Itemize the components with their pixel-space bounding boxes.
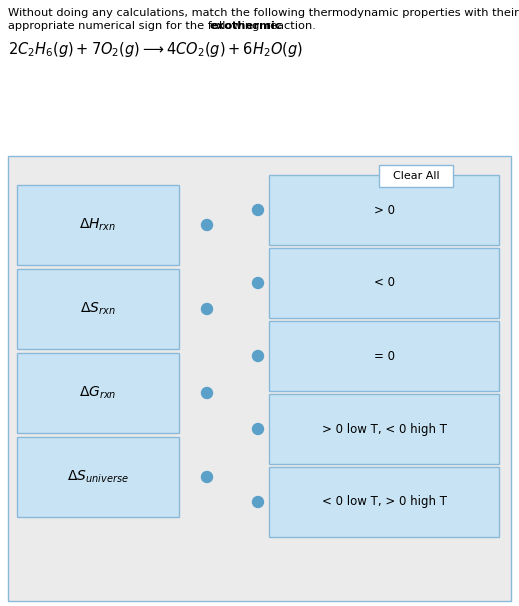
FancyBboxPatch shape — [17, 185, 179, 265]
Circle shape — [253, 204, 264, 216]
Text: < 0: < 0 — [374, 276, 394, 290]
FancyBboxPatch shape — [269, 321, 499, 391]
FancyBboxPatch shape — [17, 269, 179, 349]
Text: $\Delta G_{rxn}$: $\Delta G_{rxn}$ — [79, 385, 117, 401]
FancyBboxPatch shape — [8, 156, 511, 601]
Circle shape — [253, 350, 264, 362]
Text: $\Delta S_{rxn}$: $\Delta S_{rxn}$ — [80, 301, 116, 317]
Text: appropriate numerical sign for the following: appropriate numerical sign for the follo… — [8, 21, 263, 31]
Circle shape — [253, 496, 264, 507]
Circle shape — [201, 471, 212, 482]
Circle shape — [201, 304, 212, 315]
Text: $2C_2H_6(g) + 7O_2(g) \longrightarrow 4CO_2(g) + 6H_2O(g)$: $2C_2H_6(g) + 7O_2(g) \longrightarrow 4C… — [8, 40, 303, 59]
FancyBboxPatch shape — [17, 353, 179, 433]
Circle shape — [201, 219, 212, 230]
Text: $\Delta H_{rxn}$: $\Delta H_{rxn}$ — [79, 217, 117, 233]
Text: exothermic: exothermic — [210, 21, 283, 31]
Circle shape — [253, 424, 264, 435]
Circle shape — [201, 387, 212, 399]
Text: reaction.: reaction. — [262, 21, 316, 31]
FancyBboxPatch shape — [269, 175, 499, 245]
FancyBboxPatch shape — [269, 394, 499, 464]
Text: > 0 low T, < 0 high T: > 0 low T, < 0 high T — [321, 422, 446, 436]
Text: $\Delta S_{universe}$: $\Delta S_{universe}$ — [67, 469, 129, 485]
FancyBboxPatch shape — [379, 165, 453, 187]
Text: Clear All: Clear All — [393, 171, 439, 181]
FancyBboxPatch shape — [17, 437, 179, 517]
FancyBboxPatch shape — [269, 248, 499, 318]
Text: = 0: = 0 — [374, 350, 394, 362]
FancyBboxPatch shape — [269, 467, 499, 537]
Text: > 0: > 0 — [374, 204, 394, 216]
Text: Without doing any calculations, match the following thermodynamic properties wit: Without doing any calculations, match th… — [8, 8, 519, 18]
Text: < 0 low T, > 0 high T: < 0 low T, > 0 high T — [321, 496, 446, 508]
Circle shape — [253, 278, 264, 288]
